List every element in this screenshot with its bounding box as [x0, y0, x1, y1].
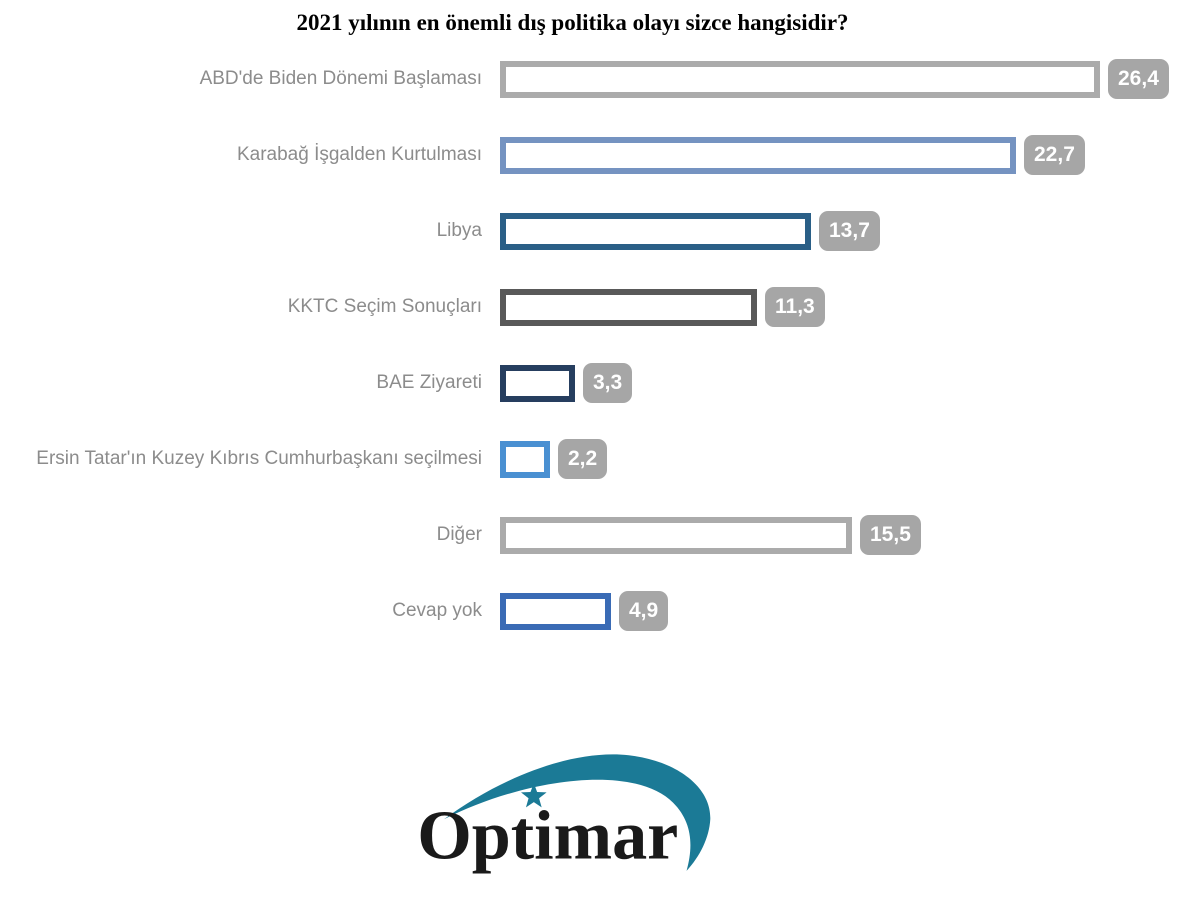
bar: [500, 516, 852, 554]
swoosh-icon: [444, 754, 711, 871]
bar-row: KKTC Seçim Sonuçları 11,3: [0, 269, 1200, 345]
bar-row: ABD'de Biden Dönemi Başlaması 26,4: [0, 41, 1200, 117]
logo-text: Optimar: [417, 796, 678, 874]
chart-title: 2021 yılının en önemli dış politika olay…: [296, 10, 849, 35]
bar-label: Ersin Tatar'ın Kuzey Kıbrıs Cumhurbaşkan…: [36, 447, 482, 469]
bar-row: Libya 13,7: [0, 193, 1200, 269]
value-badge: 3,3: [583, 363, 633, 403]
bar-label: Karabağ İşgalden Kurtulması: [236, 143, 482, 165]
value-badge: 11,3: [765, 287, 825, 327]
bar-chart: ABD'de Biden Dönemi Başlaması 26,4 Karabağ…: [0, 41, 1200, 649]
bar-row: BAE Ziyareti 3,3: [0, 345, 1200, 421]
bar-label: KKTC Seçim Sonuçları: [287, 295, 482, 317]
bar-label: Diğer: [436, 523, 482, 545]
bar-label: Cevap yok: [392, 599, 482, 621]
value-badge: 4,9: [619, 591, 669, 631]
logo: Optimar: [0, 747, 1200, 881]
value-badge: 15,5: [860, 515, 921, 555]
value-badge: 22,7: [1024, 135, 1085, 175]
bar: [500, 288, 757, 326]
bar: [500, 136, 1016, 174]
value-badge: 2,2: [558, 439, 608, 479]
bar: [500, 60, 1100, 98]
optimar-logo: Optimar: [417, 747, 727, 881]
bar: [500, 440, 550, 478]
bar-row: Ersin Tatar'ın Kuzey Kıbrıs Cumhurbaşkan…: [0, 421, 1200, 497]
bar-row: Cevap yok 4,9: [0, 573, 1200, 649]
bar-row: Karabağ İşgalden Kurtulması 22,7: [0, 117, 1200, 193]
bar-label: BAE Ziyareti: [376, 371, 482, 393]
bar-label: ABD'de Biden Dönemi Başlaması: [199, 67, 482, 89]
bar: [500, 364, 575, 402]
star-icon: [521, 783, 547, 808]
value-badge: 13,7: [819, 211, 880, 251]
bar-label: Libya: [436, 219, 482, 241]
bar: [500, 212, 811, 250]
bar: [500, 592, 611, 630]
value-badge: 26,4: [1108, 59, 1169, 99]
bar-row: Diğer 15,5: [0, 497, 1200, 573]
